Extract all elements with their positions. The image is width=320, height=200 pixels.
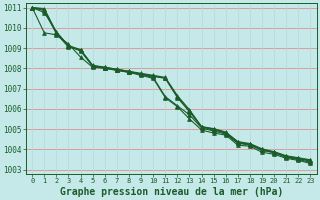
X-axis label: Graphe pression niveau de la mer (hPa): Graphe pression niveau de la mer (hPa) (60, 186, 283, 197)
